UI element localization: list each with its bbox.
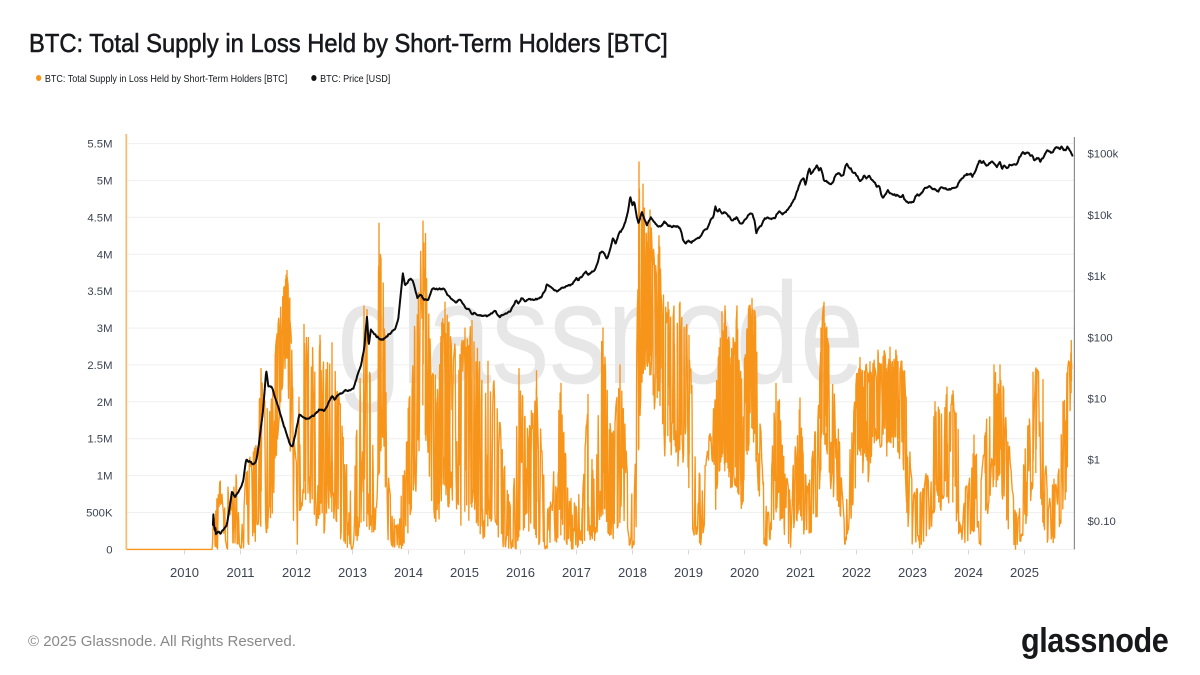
svg-text:2021: 2021	[786, 565, 815, 580]
svg-text:$1: $1	[1088, 455, 1101, 467]
svg-text:3M: 3M	[97, 323, 113, 335]
svg-text:0: 0	[106, 544, 112, 556]
svg-text:2024: 2024	[954, 565, 983, 580]
svg-text:5.5M: 5.5M	[87, 139, 112, 151]
svg-text:$1k: $1k	[1088, 271, 1107, 283]
svg-text:3.5M: 3.5M	[87, 286, 112, 298]
svg-text:2015: 2015	[450, 565, 479, 580]
svg-text:2020: 2020	[730, 565, 759, 580]
svg-text:5M: 5M	[97, 176, 113, 188]
svg-text:2022: 2022	[842, 565, 871, 580]
svg-text:2025: 2025	[1010, 565, 1039, 580]
svg-text:2M: 2M	[97, 397, 113, 409]
svg-text:glassnode: glassnode	[337, 253, 864, 414]
svg-text:2013: 2013	[338, 565, 367, 580]
svg-text:2.5M: 2.5M	[87, 360, 112, 372]
svg-text:2012: 2012	[282, 565, 311, 580]
svg-text:2023: 2023	[898, 565, 927, 580]
svg-text:2010: 2010	[170, 565, 199, 580]
svg-text:$0.10: $0.10	[1088, 516, 1116, 528]
svg-text:500K: 500K	[86, 508, 113, 520]
svg-text:4.5M: 4.5M	[87, 212, 112, 224]
svg-text:2014: 2014	[394, 565, 423, 580]
svg-text:2018: 2018	[618, 565, 647, 580]
svg-text:2017: 2017	[562, 565, 591, 580]
svg-text:4M: 4M	[97, 249, 113, 261]
svg-text:2016: 2016	[506, 565, 535, 580]
svg-text:2019: 2019	[674, 565, 703, 580]
svg-text:2011: 2011	[227, 565, 255, 580]
svg-text:$100: $100	[1088, 332, 1113, 344]
svg-text:1.5M: 1.5M	[87, 434, 112, 446]
svg-text:$10k: $10k	[1088, 210, 1113, 222]
svg-text:$100k: $100k	[1088, 149, 1119, 161]
svg-text:1M: 1M	[97, 471, 113, 483]
svg-text:$10: $10	[1088, 394, 1107, 406]
